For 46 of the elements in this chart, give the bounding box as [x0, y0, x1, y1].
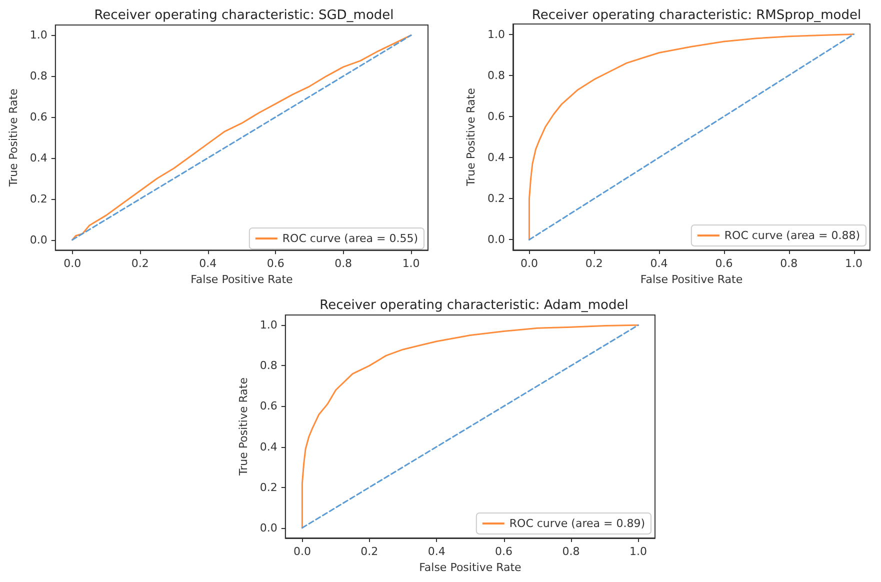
x-tick-label: 0.8	[780, 257, 798, 270]
x-tick-label: 0.2	[131, 257, 149, 270]
y-axis-title: True Positive Rate	[237, 377, 250, 476]
y-tick-label: 1.0	[30, 28, 48, 42]
legend-label: ROC curve (area = 0.89)	[509, 517, 645, 530]
x-axis-title: False Positive Rate	[419, 560, 522, 574]
x-axis-title: False Positive Rate	[190, 273, 294, 286]
x-tick-label: 0.8	[562, 545, 580, 558]
y-tick-label: 1.0	[260, 318, 278, 332]
y-tick-label: 0.2	[30, 192, 48, 206]
chart-title: Receiver operating characteristic: Adam_model	[320, 298, 628, 313]
x-tick-label: 0.0	[64, 257, 82, 270]
y-tick-label: 0.0	[488, 233, 505, 246]
y-tick-label: 0.2	[488, 192, 505, 206]
y-axis-title: True Positive Rate	[7, 88, 20, 188]
y-tick-label: 0.4	[30, 152, 48, 165]
legend-label: ROC curve (area = 0.55)	[282, 232, 418, 245]
y-axis-title: True Positive Rate	[464, 88, 478, 187]
y-tick-label: 0.0	[260, 521, 278, 534]
x-tick-label: 0.2	[585, 257, 603, 270]
x-axis-title: False Positive Rate	[640, 272, 743, 286]
x-tick-label: 1.0	[845, 257, 863, 270]
y-tick-label: 0.8	[30, 70, 48, 83]
y-tick-label: 1.0	[488, 28, 505, 41]
x-tick-label: 0.8	[334, 257, 352, 270]
x-tick-label: 1.0	[629, 545, 647, 558]
y-tick-label: 0.8	[488, 68, 505, 82]
y-tick-label: 0.6	[488, 110, 505, 123]
x-tick-label: 0.2	[360, 545, 378, 558]
y-tick-label: 0.6	[30, 110, 48, 124]
x-tick-label: 0.0	[520, 257, 538, 270]
x-tick-label: 0.6	[715, 257, 733, 270]
x-tick-label: 0.4	[199, 257, 217, 270]
x-tick-label: 1.0	[402, 257, 420, 270]
y-tick-label: 0.2	[260, 480, 278, 494]
x-tick-label: 0.0	[293, 545, 311, 558]
y-tick-label: 0.4	[488, 151, 505, 164]
y-tick-label: 0.0	[30, 233, 48, 246]
chart-title: Receiver operating characteristic: SGD_model	[94, 8, 394, 23]
chart-title: Receiver operating characteristic: RMSprop_model	[532, 8, 862, 23]
legend-label: ROC curve (area = 0.88)	[724, 229, 860, 242]
y-tick-label: 0.6	[260, 400, 278, 413]
x-tick-label: 0.4	[650, 257, 668, 270]
x-tick-label: 0.4	[428, 545, 446, 558]
y-tick-label: 0.8	[260, 359, 278, 372]
y-tick-label: 0.4	[260, 440, 278, 454]
